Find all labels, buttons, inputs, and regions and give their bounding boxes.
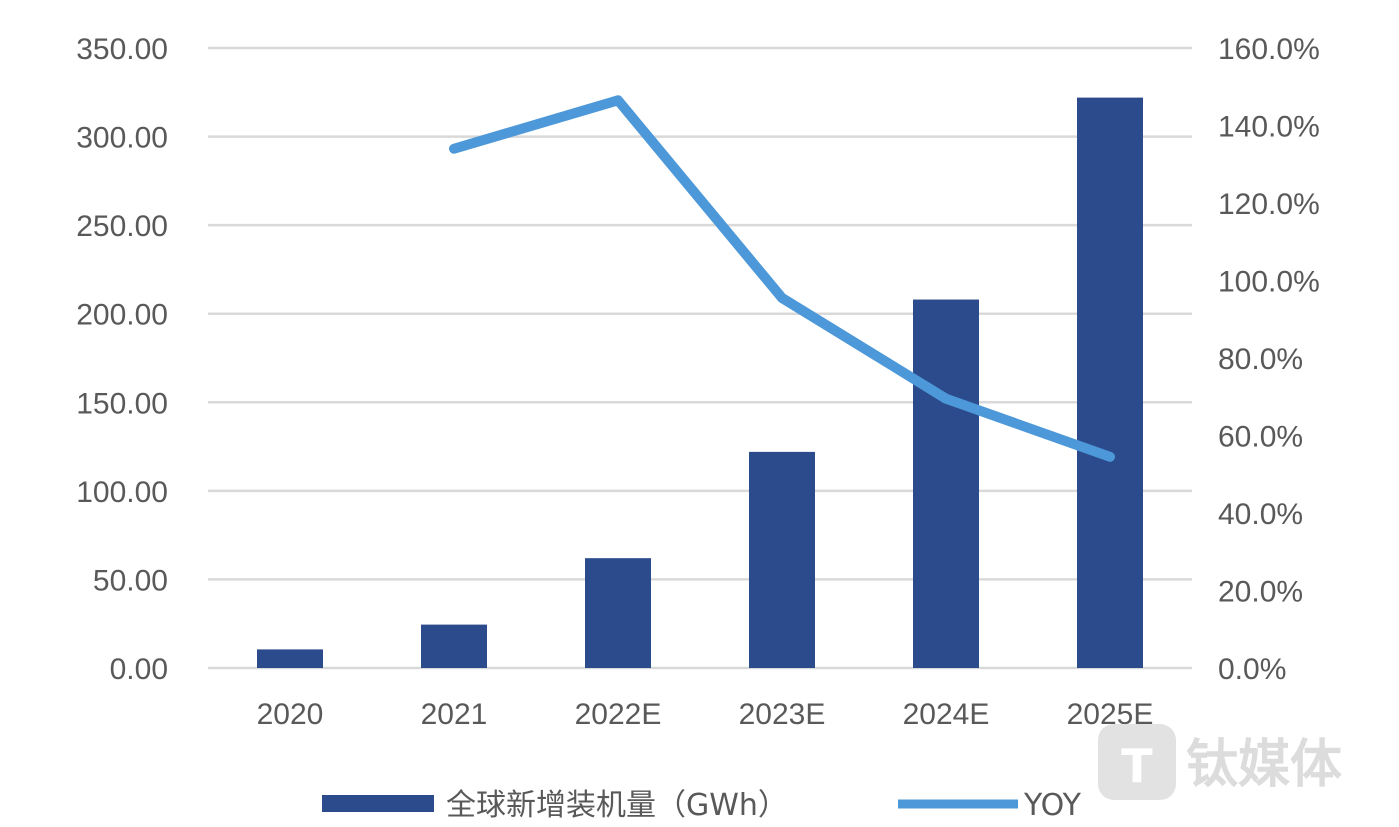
left-axis-tick-label: 250.00 [76,210,168,243]
left-axis-tick-label: 150.00 [76,387,168,420]
x-axis-tick-label: 2020 [257,698,324,731]
bar [749,451,815,668]
left-axis-tick-label: 0.00 [110,653,168,686]
right-axis-tick-label: 60.0% [1218,421,1303,454]
yoy-point [1109,456,1111,458]
bar [913,299,979,668]
yoy-point [453,148,455,150]
left-axis-tick-label: 200.00 [76,299,168,332]
right-axis-tick-label: 40.0% [1218,498,1303,531]
right-axis-tick-label: 20.0% [1218,576,1303,609]
right-axis-tick-label: 0.0% [1218,653,1286,686]
yoy-point [617,99,619,101]
right-axis-tick-label: 80.0% [1218,343,1303,376]
gridlines [208,46,1192,670]
x-axis-ticks: 2020 2021 2022E 2023E 2024E 2025E [257,698,1154,731]
left-axis-tick-label: 100.00 [76,476,168,509]
yoy-line-series [449,95,1115,462]
bar [421,624,487,668]
watermark: T 钛媒体 [1098,724,1342,800]
legend-bar-swatch [322,795,434,812]
legend-bar-label: 全球新增装机量（GWh） [446,788,788,823]
bar-series [257,97,1143,669]
left-axis-tick-label: 50.00 [93,564,168,597]
watermark-text: 钛媒体 [1186,735,1342,795]
right-axis-tick-label: 120.0% [1218,188,1320,221]
x-axis-tick-label: 2021 [421,698,488,731]
right-axis-tick-label: 100.0% [1218,266,1320,299]
right-axis-tick-label: 160.0% [1218,33,1320,66]
yoy-point [781,297,783,299]
x-axis-tick-label: 2024E [903,698,990,731]
x-axis-tick-label: 2022E [575,698,662,731]
left-axis-ticks: 0.00 50.00 100.00 150.00 200.00 250.00 300.00 3… [76,33,168,686]
x-axis-tick-label: 2023E [739,698,826,731]
bar [585,558,651,668]
right-axis-tick-label: 140.0% [1218,111,1320,144]
right-axis-ticks: 0.0% 20.0% 40.0% 60.0% 80.0% 100.0% 120.0% 140.… [1218,33,1320,686]
left-axis-tick-label: 300.00 [76,122,168,155]
legend: 全球新增装机量（GWh） YOY [322,788,1082,823]
yoy-point [945,398,947,400]
tmt-logo-icon: T [1098,724,1176,800]
svg-text:T: T [1121,739,1153,793]
left-axis-tick-label: 350.00 [76,33,168,66]
legend-line-label: YOY [1023,788,1082,823]
bar [1077,97,1143,669]
bar [257,649,323,668]
